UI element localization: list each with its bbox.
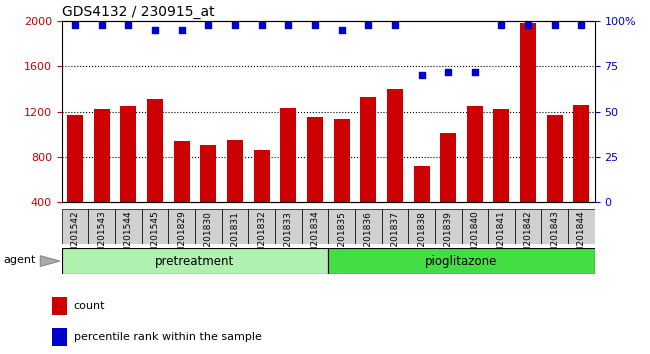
Bar bbox=[227, 140, 243, 202]
Text: GSM201542: GSM201542 bbox=[71, 211, 79, 265]
Bar bbox=[328, 248, 595, 274]
Bar bbox=[467, 106, 483, 202]
Bar bbox=[88, 209, 115, 244]
Point bbox=[283, 22, 294, 28]
Point bbox=[550, 22, 560, 28]
Text: pioglitazone: pioglitazone bbox=[425, 255, 498, 268]
Bar bbox=[568, 209, 595, 244]
Point bbox=[497, 22, 507, 28]
Text: GSM201844: GSM201844 bbox=[577, 211, 586, 265]
Text: GSM201837: GSM201837 bbox=[391, 211, 399, 266]
Bar bbox=[120, 106, 136, 202]
Point bbox=[523, 22, 533, 28]
Text: GSM201834: GSM201834 bbox=[311, 211, 319, 266]
Bar bbox=[142, 209, 168, 244]
Bar bbox=[302, 209, 328, 244]
Text: GSM201829: GSM201829 bbox=[177, 211, 186, 266]
Bar bbox=[200, 145, 216, 202]
Bar bbox=[520, 23, 536, 202]
Bar bbox=[435, 209, 462, 244]
Point bbox=[230, 22, 240, 28]
Bar bbox=[440, 133, 456, 202]
Point bbox=[390, 22, 400, 28]
Bar bbox=[115, 209, 142, 244]
Bar bbox=[195, 209, 222, 244]
Bar bbox=[387, 89, 403, 202]
Bar bbox=[147, 99, 163, 202]
Text: GSM201839: GSM201839 bbox=[444, 211, 452, 266]
Bar bbox=[94, 109, 110, 202]
Point bbox=[417, 73, 427, 78]
Bar bbox=[62, 209, 88, 244]
Text: agent: agent bbox=[3, 255, 36, 265]
Point bbox=[124, 22, 134, 28]
Bar bbox=[222, 209, 248, 244]
Bar bbox=[355, 209, 382, 244]
Bar bbox=[382, 209, 408, 244]
Point bbox=[96, 22, 107, 28]
Text: GSM201840: GSM201840 bbox=[471, 211, 479, 266]
Bar bbox=[328, 209, 355, 244]
Text: GSM201838: GSM201838 bbox=[417, 211, 426, 266]
Bar bbox=[360, 97, 376, 202]
Point bbox=[203, 22, 213, 28]
Text: GSM201545: GSM201545 bbox=[151, 211, 159, 266]
Bar bbox=[462, 209, 488, 244]
Bar bbox=[62, 248, 328, 274]
Bar bbox=[307, 116, 323, 202]
Text: GDS4132 / 230915_at: GDS4132 / 230915_at bbox=[62, 5, 214, 19]
Bar bbox=[168, 209, 195, 244]
Text: GSM201842: GSM201842 bbox=[524, 211, 532, 265]
Bar bbox=[280, 108, 296, 202]
Point bbox=[310, 22, 320, 28]
Text: GSM201833: GSM201833 bbox=[284, 211, 292, 266]
Point bbox=[177, 28, 187, 33]
Point bbox=[443, 69, 454, 75]
Polygon shape bbox=[40, 256, 60, 267]
Bar bbox=[67, 115, 83, 202]
Point bbox=[256, 22, 267, 28]
Text: GSM201543: GSM201543 bbox=[98, 211, 106, 266]
Point bbox=[577, 22, 587, 28]
Text: GSM201544: GSM201544 bbox=[124, 211, 133, 265]
Text: GSM201836: GSM201836 bbox=[364, 211, 372, 266]
Bar bbox=[515, 209, 541, 244]
Text: GSM201830: GSM201830 bbox=[204, 211, 213, 266]
Point bbox=[70, 22, 81, 28]
Bar bbox=[573, 105, 590, 202]
Point bbox=[337, 28, 347, 33]
Point bbox=[469, 69, 480, 75]
Text: GSM201831: GSM201831 bbox=[231, 211, 239, 266]
Bar bbox=[413, 166, 430, 202]
Text: GSM201835: GSM201835 bbox=[337, 211, 346, 266]
Bar bbox=[547, 115, 563, 202]
Text: count: count bbox=[74, 301, 105, 312]
Text: GSM201841: GSM201841 bbox=[497, 211, 506, 266]
Bar bbox=[333, 119, 350, 202]
Point bbox=[363, 22, 373, 28]
Bar bbox=[493, 109, 510, 202]
Bar bbox=[174, 141, 190, 202]
Bar bbox=[248, 209, 275, 244]
Bar bbox=[488, 209, 515, 244]
Bar bbox=[408, 209, 435, 244]
Bar bbox=[541, 209, 568, 244]
Text: GSM201843: GSM201843 bbox=[551, 211, 559, 266]
Bar bbox=[52, 328, 66, 346]
Text: GSM201832: GSM201832 bbox=[257, 211, 266, 266]
Point bbox=[150, 28, 161, 33]
Bar bbox=[52, 297, 66, 315]
Text: percentile rank within the sample: percentile rank within the sample bbox=[74, 332, 262, 342]
Text: pretreatment: pretreatment bbox=[155, 255, 235, 268]
Bar bbox=[254, 150, 270, 202]
Bar bbox=[275, 209, 302, 244]
